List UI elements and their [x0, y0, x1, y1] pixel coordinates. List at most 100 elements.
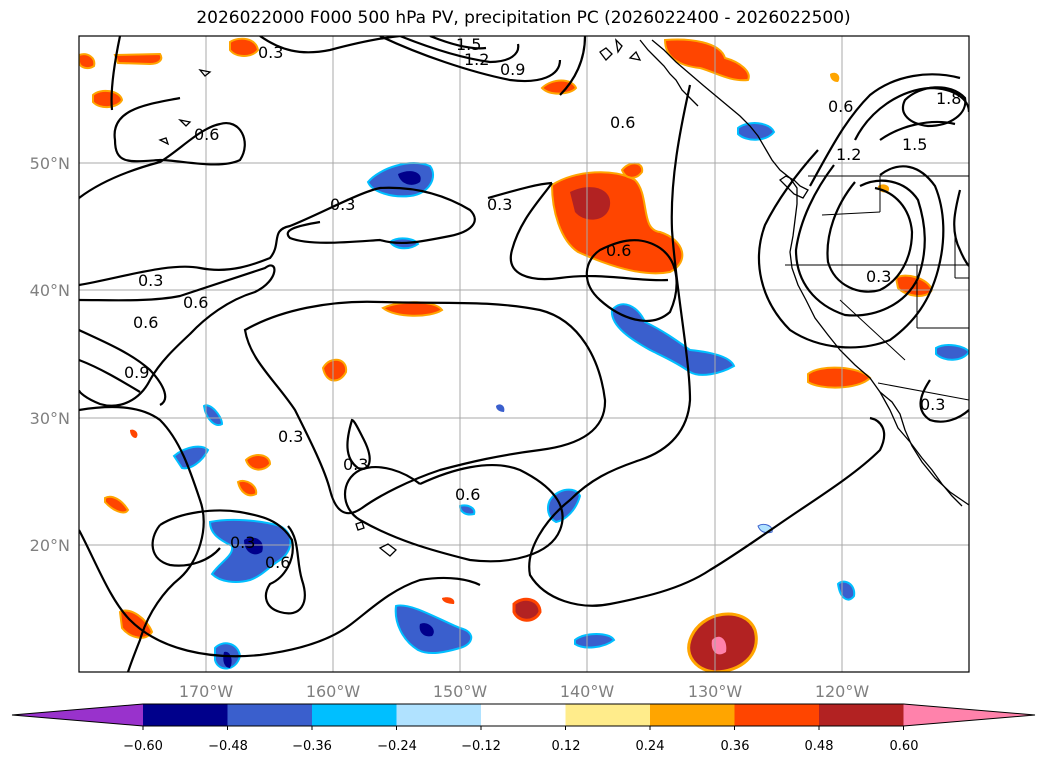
colorbar-tick-label: −0.48	[208, 739, 248, 754]
colorbar-tick-label: 0.60	[890, 739, 919, 754]
contour-label: 1.2	[836, 145, 861, 164]
pv-contour-0.3	[110, 36, 122, 111]
lat-tick-label: 30°N	[30, 409, 70, 428]
contour-label: 1.8	[936, 89, 961, 108]
contour-label: 0.3	[330, 195, 355, 214]
colorbar-tick-label: 0.48	[805, 739, 834, 754]
pv-contours	[79, 36, 969, 672]
lon-tick-label: 140°W	[560, 682, 615, 701]
pv-contour-0.3	[487, 181, 553, 200]
precip-positive-area	[321, 358, 348, 382]
contour-label: 0.3	[258, 43, 283, 62]
pv-contour-0.9	[79, 329, 167, 406]
colorbar-extend-min	[12, 704, 143, 726]
precip-negative-area	[458, 504, 476, 516]
pv-contour-0.6	[585, 239, 678, 322]
contour-label: 0.3	[278, 427, 303, 446]
contour-label: 0.9	[500, 60, 525, 79]
precip-positive-area	[130, 429, 138, 438]
colorbar	[11, 703, 1036, 730]
lat-tick-label: 40°N	[30, 281, 70, 300]
pv-contour-0.9	[757, 149, 945, 349]
coastlines	[158, 38, 969, 557]
pv-contour-0.3	[259, 36, 401, 54]
contour-label: 0.3	[487, 195, 512, 214]
precip-negative-core	[244, 537, 263, 555]
contour-label: 0.6	[606, 241, 631, 260]
contour-label: 1.5	[456, 35, 481, 54]
contour-label: 0.6	[183, 293, 208, 312]
colorbar-tick-label: 0.24	[636, 739, 665, 754]
pv-contour-0.6	[344, 463, 564, 563]
latitude-labels: 50°N 40°N 30°N 20°N	[30, 154, 70, 555]
precip-negative-core	[419, 623, 434, 637]
contour-label: 0.6	[455, 485, 480, 504]
colorbar-swatch	[819, 704, 905, 726]
precip-negative-core	[398, 171, 421, 185]
precip-positive-area	[79, 53, 96, 70]
contour-label: 0.3	[866, 267, 891, 286]
pv-contour-1.2	[399, 36, 520, 64]
contour-label: 1.5	[902, 135, 927, 154]
lat-tick-label: 20°N	[30, 536, 70, 555]
colorbar-swatch	[481, 704, 567, 726]
pv-contour-0.6	[79, 264, 276, 407]
pv-contour-0.3	[79, 529, 481, 658]
precip-positive-area	[236, 480, 258, 497]
precip-negative-area	[935, 344, 969, 361]
precip-positive-area	[381, 301, 444, 317]
precip-positive-area	[620, 162, 644, 179]
contour-label: 0.3	[230, 533, 255, 552]
pv-contour-0.3	[243, 300, 607, 515]
lon-tick-label: 160°W	[306, 682, 361, 701]
pv-contour-0.6	[509, 182, 669, 282]
pv-contour-0.3	[346, 418, 371, 470]
colorbar-swatch	[734, 704, 820, 726]
pv-contour-0.9	[79, 358, 141, 393]
lon-tick-label: 130°W	[688, 682, 743, 701]
precip-positive-area	[512, 597, 542, 622]
colorbar-tick-label: −0.60	[123, 739, 163, 754]
colorbar-swatch	[650, 704, 736, 726]
pv-contour-0.3	[919, 379, 969, 423]
precip-positive-area	[229, 37, 260, 57]
pv-contour-0.3	[79, 186, 476, 287]
colorbar-tick-label: −0.36	[292, 739, 332, 754]
precip-positive-area	[104, 495, 130, 514]
pv-contour-1.5	[429, 36, 487, 50]
contour-label: 0.6	[265, 553, 290, 572]
colorbar-swatch	[396, 704, 482, 726]
contour-label: 1.2	[464, 50, 489, 69]
precip-positive-area	[113, 52, 163, 66]
pv-contour-0.6	[559, 36, 587, 96]
precip-negative-area	[202, 404, 224, 426]
lon-tick-label: 170°W	[179, 682, 234, 701]
pv-contour-1.2	[794, 164, 926, 317]
pv-contour-1.8	[902, 86, 967, 128]
contour-label: 0.3	[138, 271, 163, 290]
precip-positive-core	[570, 187, 611, 220]
contour-label: 0.6	[610, 113, 635, 132]
pv-contour-0.3	[151, 524, 221, 567]
precip-positive-area	[540, 79, 578, 95]
colorbar-swatch	[312, 704, 398, 726]
map-frame	[78, 35, 970, 673]
pv-contour-0.6	[79, 405, 205, 672]
contour-label: 0.6	[828, 97, 853, 116]
longitude-labels: 170°W 160°W 150°W 140°W 130°W 120°W	[179, 682, 870, 701]
colorbar-tick-label: −0.24	[377, 739, 417, 754]
colorbar-swatch	[143, 704, 229, 726]
contour-label: 0.9	[124, 363, 149, 382]
colorbar-tick-label: −0.12	[461, 739, 501, 754]
contour-label: 0.3	[920, 395, 945, 414]
precip-negative-area	[496, 404, 505, 412]
colorbar-extend-max	[903, 704, 1035, 726]
colorbar-tick-label: 0.12	[552, 739, 581, 754]
precip-positive-area	[830, 72, 840, 82]
colorbar-labels: −0.60 −0.48 −0.36 −0.24 −0.12 0.12 0.24 …	[123, 739, 918, 754]
lon-tick-label: 120°W	[815, 682, 870, 701]
colorbar-tick-label: 0.36	[721, 739, 750, 754]
contour-labels: 0.3 0.6 0.3 0.3 0.3 0.6 0.6 0.9 0.6 0.3 …	[124, 35, 961, 572]
pv-contour-0.3	[953, 189, 969, 267]
